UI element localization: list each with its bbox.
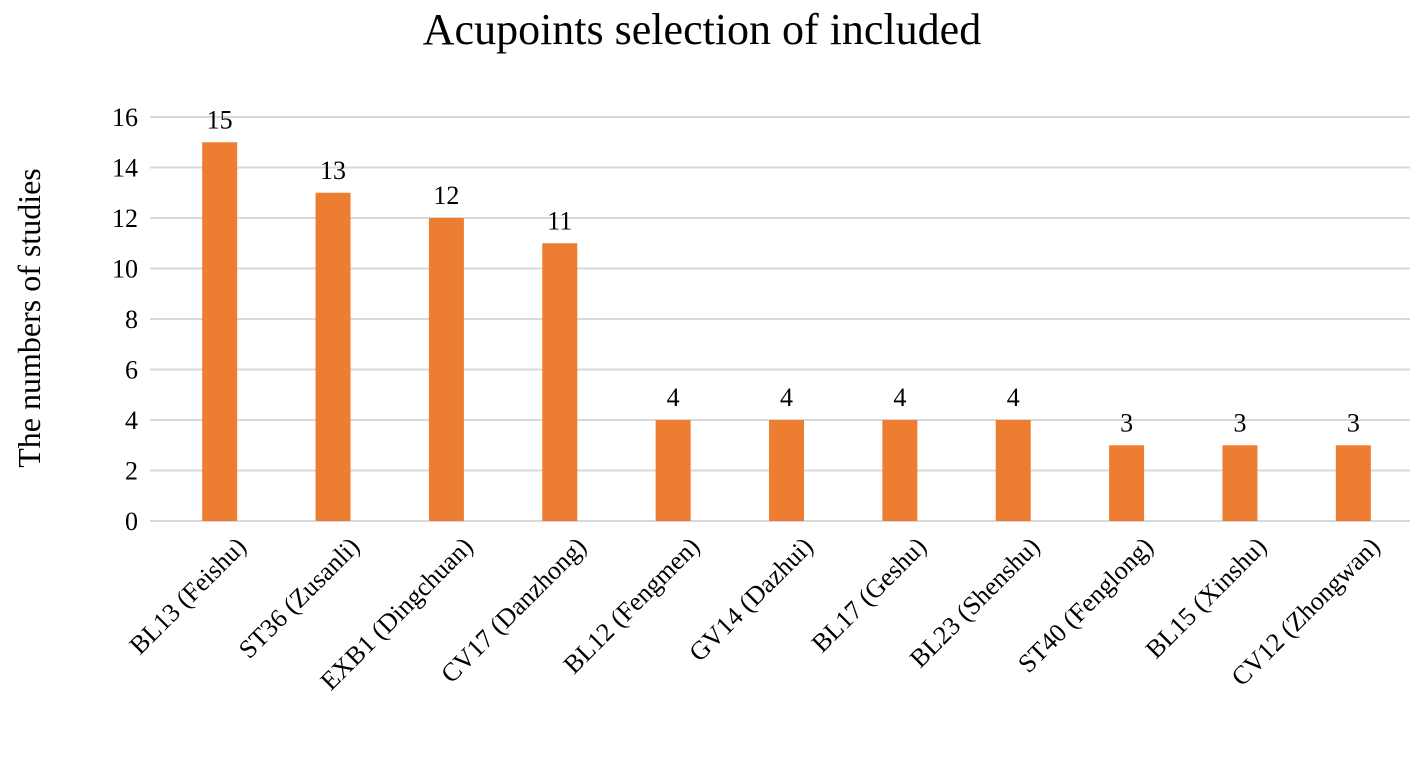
bar: [995, 420, 1031, 521]
y-tick-label: 16: [112, 103, 138, 132]
data-label: 3: [1233, 408, 1246, 437]
data-label: 13: [320, 156, 346, 185]
data-label: 4: [1007, 383, 1020, 412]
x-tick-label: BL17 (Geshu): [806, 532, 932, 658]
data-label: 11: [547, 206, 572, 235]
data-label: 15: [207, 105, 233, 134]
y-tick-label: 0: [125, 507, 138, 536]
y-tick-label: 10: [112, 255, 138, 284]
y-tick-label: 8: [125, 305, 138, 334]
data-label: 3: [1120, 408, 1133, 437]
y-tick-label: 12: [112, 204, 138, 233]
x-tick-label: BL13 (Feishu): [124, 532, 252, 660]
bar: [1109, 445, 1145, 521]
y-axis-label: The numbers of studies: [11, 168, 47, 468]
bar: [1335, 445, 1371, 521]
bar: [428, 218, 464, 521]
y-tick-label: 2: [125, 457, 138, 486]
bar: [202, 142, 238, 521]
data-label: 4: [667, 383, 680, 412]
y-tick-label: 6: [125, 356, 138, 385]
data-label: 4: [780, 383, 793, 412]
bar: [1222, 445, 1258, 521]
data-label: 4: [893, 383, 906, 412]
bar: [655, 420, 691, 521]
data-label: 12: [433, 181, 459, 210]
bar: [769, 420, 804, 521]
bar: [315, 192, 351, 521]
y-tick-label: 14: [112, 154, 138, 183]
y-tick-label: 4: [125, 406, 138, 435]
bar: [882, 420, 918, 521]
chart-title: Acupoints selection of included: [423, 5, 981, 54]
bar: [542, 243, 578, 521]
data-label: 3: [1347, 408, 1360, 437]
